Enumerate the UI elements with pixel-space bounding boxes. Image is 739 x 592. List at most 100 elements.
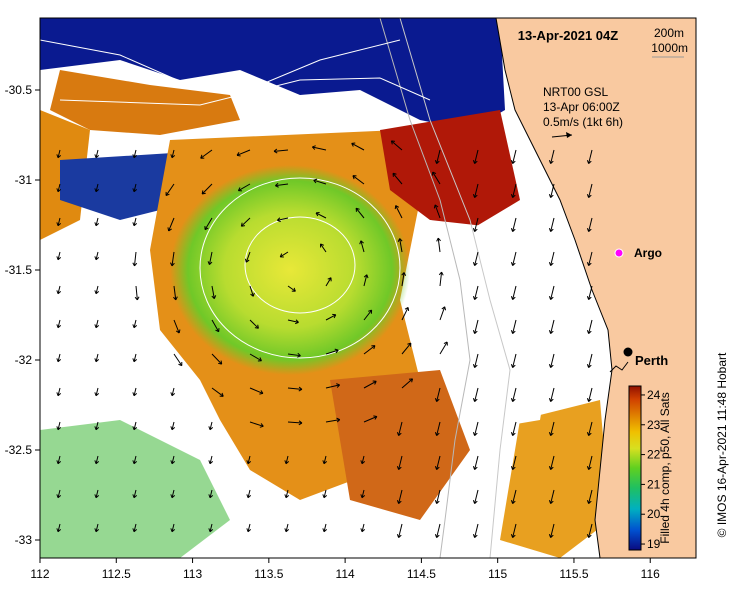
current-arrow xyxy=(398,421,403,436)
current-arrow-head xyxy=(510,466,516,470)
current-arrow xyxy=(247,489,251,498)
current-arrow-head xyxy=(298,386,303,392)
current-arrow xyxy=(588,455,593,470)
current-arrow xyxy=(512,353,517,368)
current-arrow xyxy=(95,523,99,532)
current-arrow-head xyxy=(132,262,138,267)
current-arrow xyxy=(474,387,479,402)
current-arrow xyxy=(401,378,413,389)
current-arrow-head xyxy=(284,528,290,533)
current-arrow-head xyxy=(510,194,516,198)
current-arrow xyxy=(249,285,254,297)
current-arrow-head xyxy=(56,494,62,499)
current-arrow xyxy=(209,421,213,430)
x-tick-label: 113.5 xyxy=(254,567,283,581)
current-arrow xyxy=(57,217,61,226)
current-arrow xyxy=(133,455,137,464)
current-arrow-head xyxy=(352,175,357,180)
current-arrow-head xyxy=(548,330,554,334)
current-arrow-head xyxy=(204,226,209,231)
current-arrow-head xyxy=(510,228,516,232)
current-arrow xyxy=(363,380,377,389)
current-arrow xyxy=(363,274,368,287)
contour-label-1000m: 1000m xyxy=(651,41,688,55)
current-arrow-head xyxy=(56,426,62,431)
current-arrow-head xyxy=(94,358,100,363)
current-arrow xyxy=(325,349,339,355)
y-tick-label: -33 xyxy=(15,533,33,547)
current-arrow-head xyxy=(246,528,252,533)
current-arrow-head xyxy=(586,466,592,470)
current-arrow xyxy=(401,272,405,287)
sst-field xyxy=(40,18,696,558)
current-arrow xyxy=(236,149,251,156)
current-arrow xyxy=(245,251,251,263)
current-arrow-head xyxy=(250,292,255,297)
current-arrow xyxy=(208,251,213,265)
land xyxy=(495,18,696,558)
current-arrow xyxy=(401,307,409,321)
current-arrow-head xyxy=(134,296,140,301)
current-arrow-head xyxy=(322,460,328,465)
current-arrow-head xyxy=(297,352,301,358)
perth-label: Perth xyxy=(635,353,668,368)
current-arrow-head xyxy=(132,222,138,227)
current-arrow xyxy=(323,489,327,498)
current-arrow-head xyxy=(246,460,252,465)
current-arrow-head xyxy=(170,494,176,499)
current-arrow xyxy=(363,309,373,321)
current-arrow-head xyxy=(548,296,554,300)
current-arrow xyxy=(209,489,213,498)
current-arrow-head xyxy=(472,194,478,198)
current-arrow-head xyxy=(94,222,100,227)
current-arrow xyxy=(135,285,138,300)
current-arrow-head xyxy=(294,319,299,325)
current-arrow-head xyxy=(336,417,341,423)
current-arrow xyxy=(95,319,99,328)
current-arrow xyxy=(95,149,99,158)
credit-text: © IMOS 16-Apr-2021 11:48 Hobart xyxy=(715,352,729,537)
current-arrow xyxy=(474,285,479,300)
current-arrow-head xyxy=(510,500,516,504)
colorbar-tick-label: 24 xyxy=(647,388,661,402)
current-arrow-head xyxy=(94,324,100,329)
current-arrow-head xyxy=(434,500,440,504)
current-arrow-head xyxy=(586,432,592,436)
current-arrow xyxy=(285,455,289,464)
warm-eddy xyxy=(170,165,410,375)
current-arrow xyxy=(550,319,555,334)
current-arrow-head xyxy=(548,534,554,538)
current-arrow xyxy=(361,455,365,464)
current-arrow xyxy=(355,207,365,219)
current-arrow-head xyxy=(443,341,448,346)
current-arrow-head xyxy=(254,324,259,329)
current-arrow-head xyxy=(246,494,252,499)
current-arrow xyxy=(363,416,378,423)
no-data-west xyxy=(40,250,120,380)
current-arrow-head xyxy=(94,290,100,295)
current-arrow xyxy=(398,489,403,504)
current-arrow-head xyxy=(472,534,478,538)
current-arrow-head xyxy=(351,142,356,147)
warm-patch-nw xyxy=(50,70,240,135)
eddy-contour-outer xyxy=(199,177,401,359)
current-arrow xyxy=(57,149,61,158)
current-arrow xyxy=(241,217,251,227)
current-arrow xyxy=(247,523,251,532)
current-arrow-head xyxy=(211,295,217,299)
current-arrow-head xyxy=(322,528,328,533)
current-arrow-head xyxy=(167,227,172,232)
current-arrow-head xyxy=(373,415,378,420)
current-arrow-head xyxy=(56,154,62,159)
y-tick-label: -31 xyxy=(15,173,33,187)
current-arrow-head xyxy=(170,528,176,533)
current-arrow xyxy=(277,217,289,221)
warm-patch-south xyxy=(330,370,470,520)
current-arrow xyxy=(398,523,403,538)
current-arrow xyxy=(434,204,441,219)
current-arrow-head xyxy=(313,178,318,184)
current-arrow xyxy=(588,285,593,300)
current-arrow xyxy=(392,172,403,185)
current-arrow xyxy=(401,342,412,355)
current-arrow-head xyxy=(132,426,138,431)
